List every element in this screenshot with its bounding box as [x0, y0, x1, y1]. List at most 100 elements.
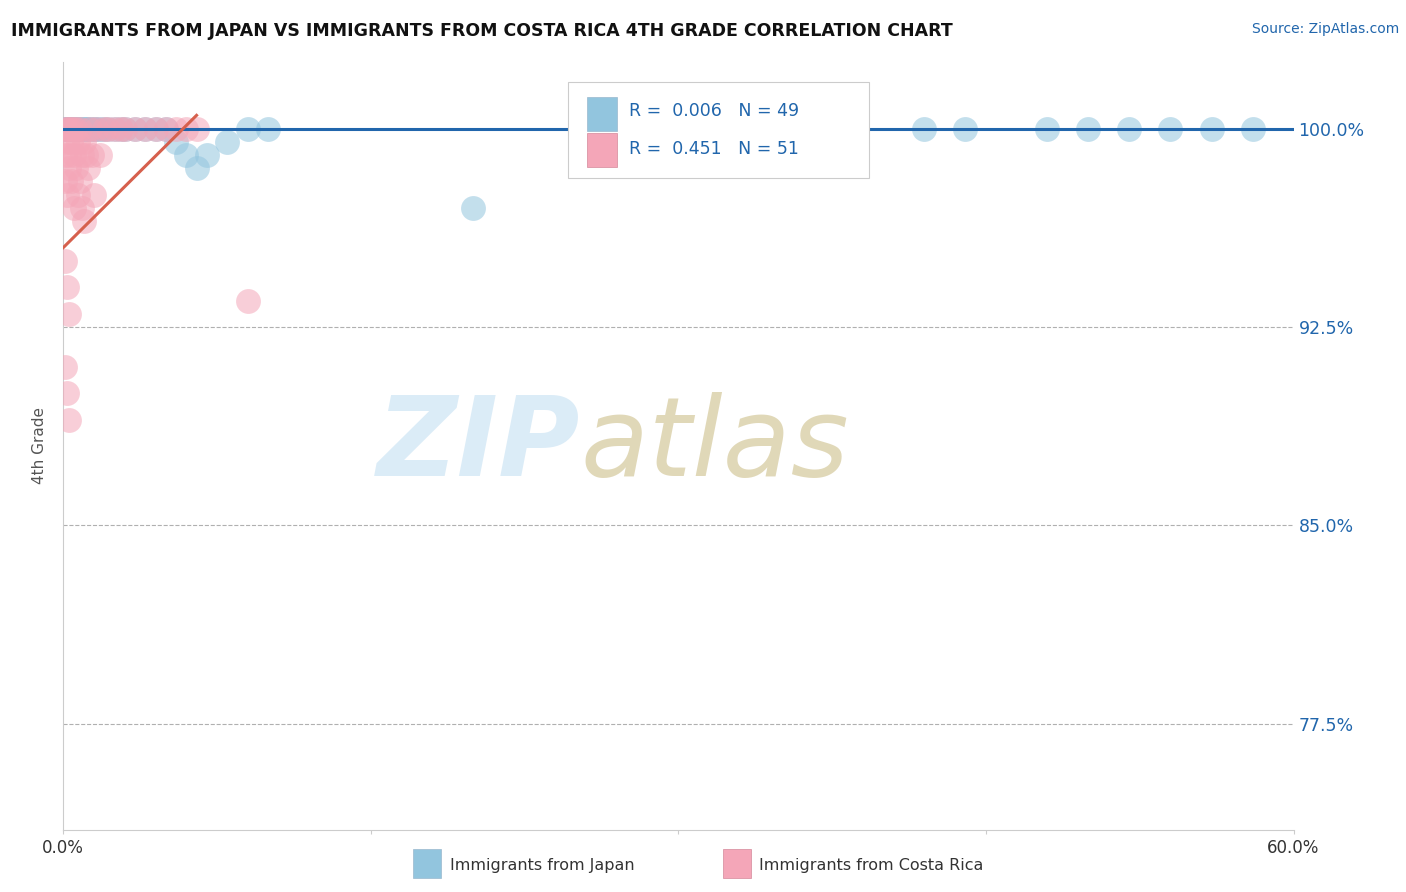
Point — [73, 121, 96, 136]
Point — [1160, 121, 1182, 136]
Point — [134, 121, 156, 136]
Point — [56, 121, 79, 136]
Point — [1241, 121, 1264, 136]
Point — [83, 121, 105, 136]
Point — [89, 121, 111, 136]
Point — [62, 148, 84, 162]
Point — [790, 121, 813, 136]
Point — [69, 174, 91, 188]
Point — [58, 307, 80, 321]
Point — [53, 121, 76, 136]
Point — [53, 174, 76, 188]
Point — [217, 135, 239, 149]
Point — [110, 121, 132, 136]
Point — [56, 121, 79, 136]
Point — [93, 121, 115, 136]
Point — [60, 135, 83, 149]
Point — [58, 412, 80, 426]
Point — [89, 148, 111, 162]
FancyBboxPatch shape — [588, 97, 617, 131]
Point — [110, 121, 132, 136]
Point — [70, 201, 93, 215]
Text: R =  0.451   N = 51: R = 0.451 N = 51 — [630, 140, 799, 158]
Point — [73, 214, 96, 228]
Point — [103, 121, 125, 136]
Point — [97, 121, 120, 136]
FancyBboxPatch shape — [568, 81, 869, 178]
Point — [70, 121, 93, 136]
Point — [75, 121, 97, 136]
Point — [66, 121, 89, 136]
Text: R =  0.006   N = 49: R = 0.006 N = 49 — [630, 102, 799, 120]
Point — [236, 121, 259, 136]
Point — [769, 121, 792, 136]
Point — [65, 121, 87, 136]
Point — [257, 121, 280, 136]
Text: Immigrants from Japan: Immigrants from Japan — [450, 858, 634, 872]
Point — [174, 148, 197, 162]
Point — [186, 161, 208, 176]
Point — [53, 359, 76, 374]
Point — [626, 121, 648, 136]
Point — [53, 121, 76, 136]
Point — [56, 386, 79, 401]
Point — [58, 121, 80, 136]
Point — [58, 121, 80, 136]
Point — [58, 121, 80, 136]
Point — [83, 187, 105, 202]
Point — [65, 161, 87, 176]
Point — [1077, 121, 1099, 136]
Point — [66, 135, 89, 149]
Point — [103, 121, 125, 136]
Point — [463, 201, 485, 215]
Point — [76, 161, 98, 176]
Point — [186, 121, 208, 136]
Point — [58, 148, 80, 162]
Point — [84, 121, 107, 136]
Point — [58, 161, 80, 176]
Point — [53, 253, 76, 268]
Point — [62, 201, 84, 215]
Point — [1118, 121, 1140, 136]
Point — [53, 148, 76, 162]
Text: IMMIGRANTS FROM JAPAN VS IMMIGRANTS FROM COSTA RICA 4TH GRADE CORRELATION CHART: IMMIGRANTS FROM JAPAN VS IMMIGRANTS FROM… — [11, 22, 953, 40]
Point — [236, 293, 259, 308]
Point — [69, 121, 91, 136]
Point — [79, 121, 101, 136]
Point — [53, 121, 76, 136]
Point — [60, 121, 83, 136]
Point — [145, 121, 167, 136]
Point — [97, 121, 120, 136]
Point — [56, 135, 79, 149]
Point — [60, 121, 83, 136]
Text: ZIP: ZIP — [377, 392, 579, 500]
Point — [174, 121, 197, 136]
Text: Immigrants from Costa Rica: Immigrants from Costa Rica — [759, 858, 984, 872]
Point — [124, 121, 146, 136]
Point — [76, 121, 98, 136]
Point — [165, 135, 187, 149]
Text: atlas: atlas — [579, 392, 849, 500]
Y-axis label: 4th Grade: 4th Grade — [32, 408, 48, 484]
Point — [66, 187, 89, 202]
Point — [165, 121, 187, 136]
Point — [70, 148, 93, 162]
Point — [155, 121, 177, 136]
Point — [56, 121, 79, 136]
Point — [195, 148, 218, 162]
Point — [1201, 121, 1223, 136]
Point — [62, 121, 84, 136]
FancyBboxPatch shape — [588, 133, 617, 167]
Point — [114, 121, 136, 136]
Point — [79, 121, 101, 136]
Point — [1036, 121, 1059, 136]
Point — [56, 187, 79, 202]
Point — [124, 121, 146, 136]
Point — [60, 174, 83, 188]
Point — [955, 121, 977, 136]
Text: Source: ZipAtlas.com: Source: ZipAtlas.com — [1251, 22, 1399, 37]
Point — [914, 121, 936, 136]
Point — [134, 121, 156, 136]
Point — [56, 280, 79, 294]
Point — [65, 121, 87, 136]
